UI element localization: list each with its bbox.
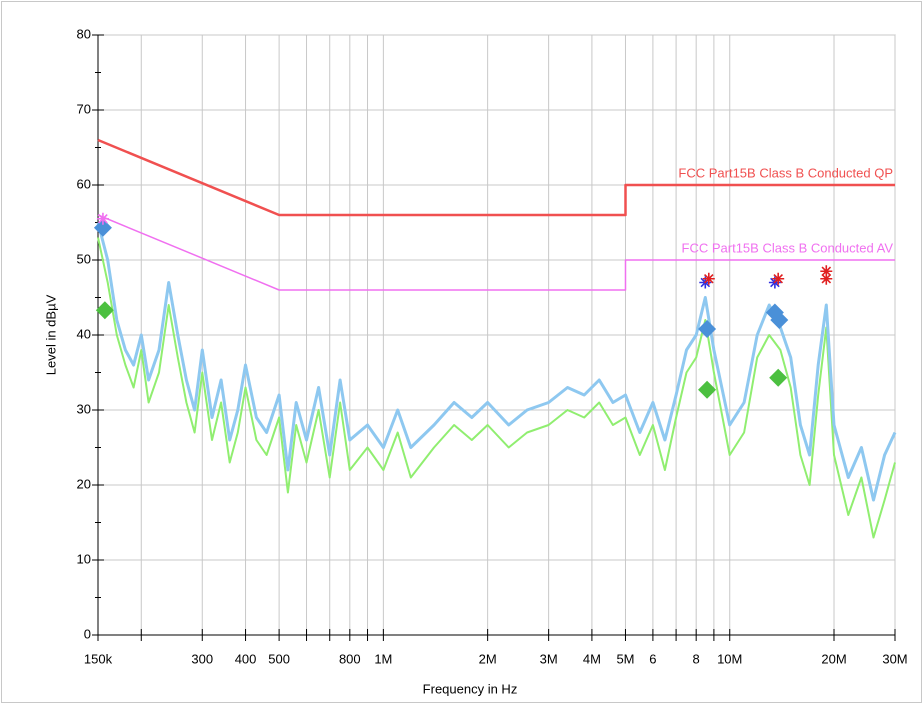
diamond-marker [698,380,717,399]
x-tick-label: 20M [821,651,846,666]
y-tick-label: 0 [84,626,91,641]
x-tick-label: 400 [235,651,257,666]
star-marker [772,272,785,285]
diamond-marker [93,218,112,237]
star-marker [820,272,833,285]
x-tick-label: 6 [649,651,656,666]
y-axis-title: Level in dBµV [43,294,58,375]
x-tick-label: 5M [616,651,634,666]
x-tick-label: 150k [84,651,113,666]
star-marker [820,265,833,278]
diamond-marker [698,320,717,338]
x-tick-label: 1M [374,651,392,666]
y-tick-label: 60 [77,176,91,191]
x-tick-label: 8 [693,651,700,666]
x-tick-label: 30M [882,651,907,666]
x-tick-label: 800 [339,651,361,666]
x-tick-label: 10M [717,651,742,666]
limit-label: FCC Part15B Class B Conducted AV [682,240,894,255]
x-axis-title: Frequency in Hz [423,681,518,696]
y-tick-label: 70 [77,101,91,116]
y-tick-label: 10 [77,551,91,566]
star-marker [702,272,715,285]
trace [97,237,896,539]
x-tick-label: 300 [191,651,213,666]
limit-line [97,138,895,217]
x-tick-label: 2M [479,651,497,666]
y-tick-label: 50 [77,251,91,266]
y-tick-label: 20 [77,476,91,491]
x-tick-label: 3M [540,651,558,666]
diamond-marker [769,368,788,387]
diamond-marker [95,301,114,320]
limit-label: FCC Part15B Class B Conducted QP [678,165,893,180]
star-marker [96,212,109,225]
x-tick-label: 4M [583,651,601,666]
x-tick-label: 500 [268,651,290,666]
y-tick-label: 80 [77,26,91,41]
limit-line [97,214,895,291]
y-tick-label: 30 [77,401,91,416]
diamond-marker [770,311,789,329]
y-tick-label: 40 [77,326,91,341]
